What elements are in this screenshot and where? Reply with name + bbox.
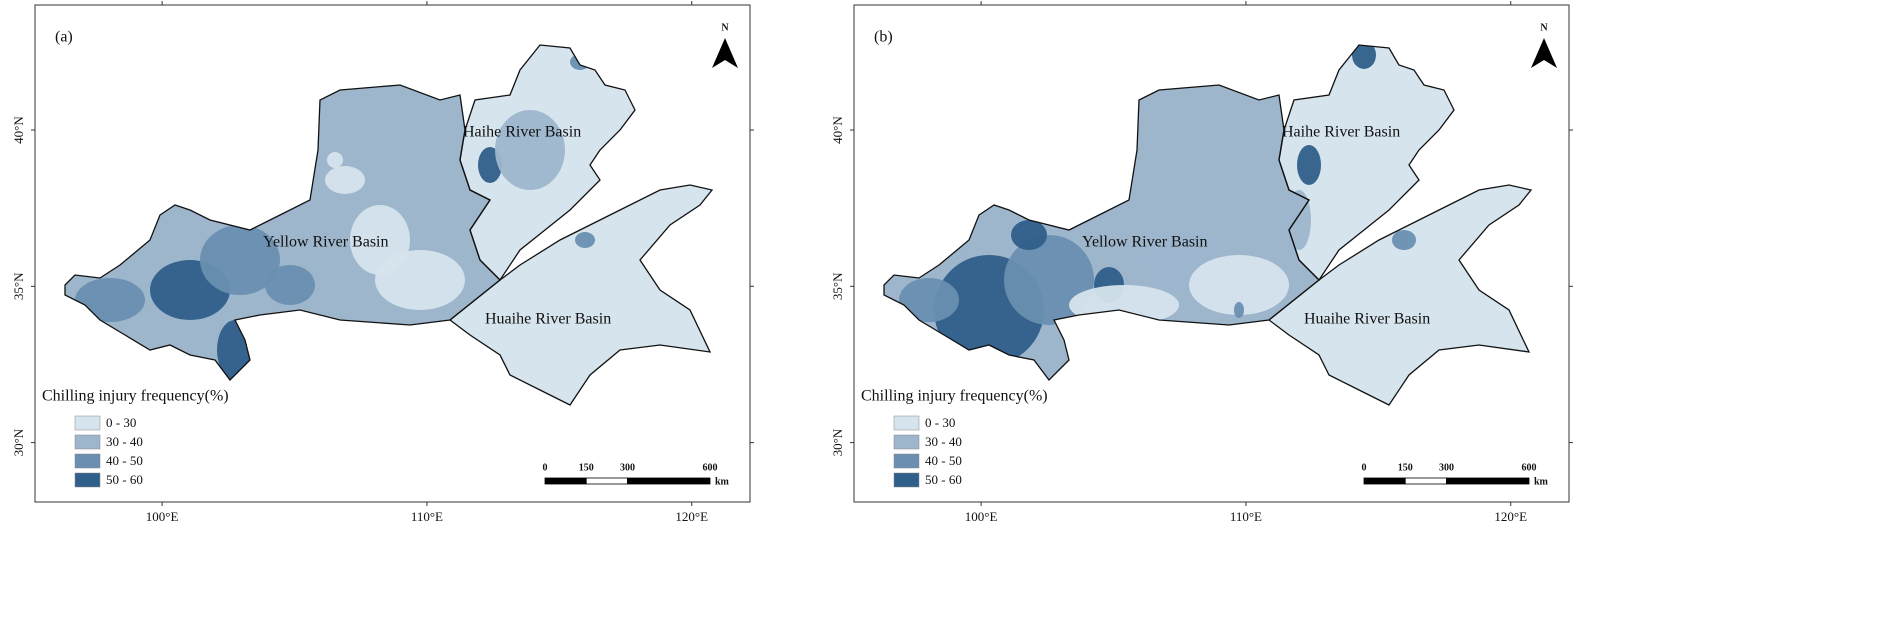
legend-swatch <box>74 453 101 469</box>
frequency-zone <box>1011 220 1047 250</box>
legend-swatch <box>893 434 920 450</box>
scale-label: 150 <box>579 462 594 473</box>
frequency-zone <box>75 278 145 322</box>
lat-label: 35°N <box>830 272 845 300</box>
legend-swatch <box>893 415 920 431</box>
frequency-zone <box>899 278 959 322</box>
scale-label: 300 <box>620 462 635 473</box>
legend-swatch <box>893 472 920 488</box>
frequency-zone <box>575 232 595 248</box>
basin-boundary <box>1267 184 1533 406</box>
north-arrow <box>712 38 738 68</box>
basin-boundary <box>459 44 636 282</box>
legend-label: 30 - 40 <box>925 434 962 449</box>
scale-unit: km <box>715 476 730 487</box>
legend-label: 50 - 60 <box>106 472 143 487</box>
legend-title: Chilling injury frequency(%) <box>861 388 1048 405</box>
legend-title: Chilling injury frequency(%) <box>42 388 229 405</box>
basin-fill <box>1279 45 1454 280</box>
frequency-zone <box>200 225 280 295</box>
lon-label: 110°E <box>1230 509 1262 524</box>
map-panel: Yellow River Basin Haihe River Basin Huaih… <box>830 1 1573 524</box>
basin-boundary <box>1278 44 1455 282</box>
lat-label: 40°N <box>830 116 845 144</box>
legend-swatch <box>74 472 101 488</box>
basin-label: Yellow River Basin <box>263 234 389 251</box>
legend-label: 40 - 50 <box>106 453 143 468</box>
basin-label: Haihe River Basin <box>1282 124 1400 141</box>
frequency-zone <box>327 152 343 168</box>
scale-label: 600 <box>703 462 718 473</box>
lon-label: 100°E <box>965 509 998 524</box>
legend-label: 30 - 40 <box>106 434 143 449</box>
lon-label: 120°E <box>1494 509 1527 524</box>
frequency-zone <box>1392 230 1416 250</box>
frequency-zone <box>1189 255 1289 315</box>
frequency-zone <box>1234 302 1244 318</box>
frequency-zone <box>375 250 465 310</box>
frequency-zone <box>1352 45 1376 69</box>
scale-segment <box>1363 477 1406 485</box>
lat-label: 35°N <box>11 272 26 300</box>
basin-label: Huaihe River Basin <box>1304 311 1430 328</box>
panel-label: (a) <box>55 29 73 46</box>
scale-label: 0 <box>543 462 548 473</box>
lat-label: 40°N <box>11 116 26 144</box>
frequency-zone <box>265 265 315 305</box>
map-panel: Yellow River Basin Haihe River Basin Huaih… <box>11 1 754 524</box>
frequency-zone <box>495 110 565 190</box>
north-label: N <box>1540 22 1548 33</box>
frequency-zones <box>899 45 1416 365</box>
basin-label: Yellow River Basin <box>1082 234 1208 251</box>
frequency-zone <box>325 166 365 194</box>
panel-label: (b) <box>874 29 893 46</box>
legend-swatch <box>74 434 101 450</box>
lat-label: 30°N <box>830 428 845 456</box>
legend-label: 40 - 50 <box>925 453 962 468</box>
scale-segment <box>544 477 587 485</box>
scale-label: 600 <box>1522 462 1537 473</box>
lon-label: 100°E <box>146 509 179 524</box>
lon-label: 120°E <box>675 509 708 524</box>
scale-segment <box>1446 477 1530 485</box>
basin-fill <box>1269 185 1531 405</box>
legend-swatch <box>74 415 101 431</box>
lat-label: 30°N <box>11 428 26 456</box>
scale-label: 150 <box>1398 462 1413 473</box>
legend-label: 50 - 60 <box>925 472 962 487</box>
legend-swatch <box>893 453 920 469</box>
basin-boundary <box>448 184 714 406</box>
scale-segment <box>585 477 628 485</box>
north-label: N <box>721 22 729 33</box>
basin-label: Haihe River Basin <box>463 124 581 141</box>
frequency-zone <box>1297 145 1321 185</box>
scale-unit: km <box>1534 476 1549 487</box>
basin-fill <box>450 185 712 405</box>
legend-label: 0 - 30 <box>106 415 136 430</box>
lon-label: 110°E <box>411 509 443 524</box>
scale-segment <box>1404 477 1447 485</box>
north-arrow <box>1531 38 1557 68</box>
scale-label: 0 <box>1362 462 1367 473</box>
scale-segment <box>627 477 711 485</box>
scale-label: 300 <box>1439 462 1454 473</box>
legend-label: 0 - 30 <box>925 415 955 430</box>
basin-label: Huaihe River Basin <box>485 311 611 328</box>
